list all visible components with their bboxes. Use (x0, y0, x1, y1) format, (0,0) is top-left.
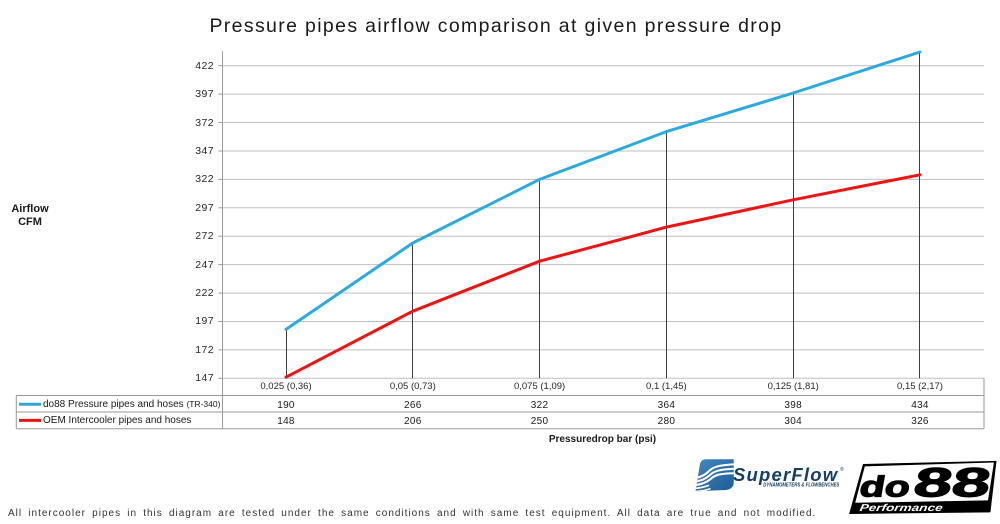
svg-text:DYNAMOMETERS & FLOWBENCHES: DYNAMOMETERS & FLOWBENCHES (763, 482, 839, 488)
svg-text:Performance: Performance (859, 503, 944, 514)
svg-text:SuperFlow: SuperFlow (733, 464, 839, 485)
svg-text:®: ® (840, 466, 844, 473)
svg-text:88: 88 (910, 460, 994, 506)
svg-text:do: do (857, 472, 913, 504)
